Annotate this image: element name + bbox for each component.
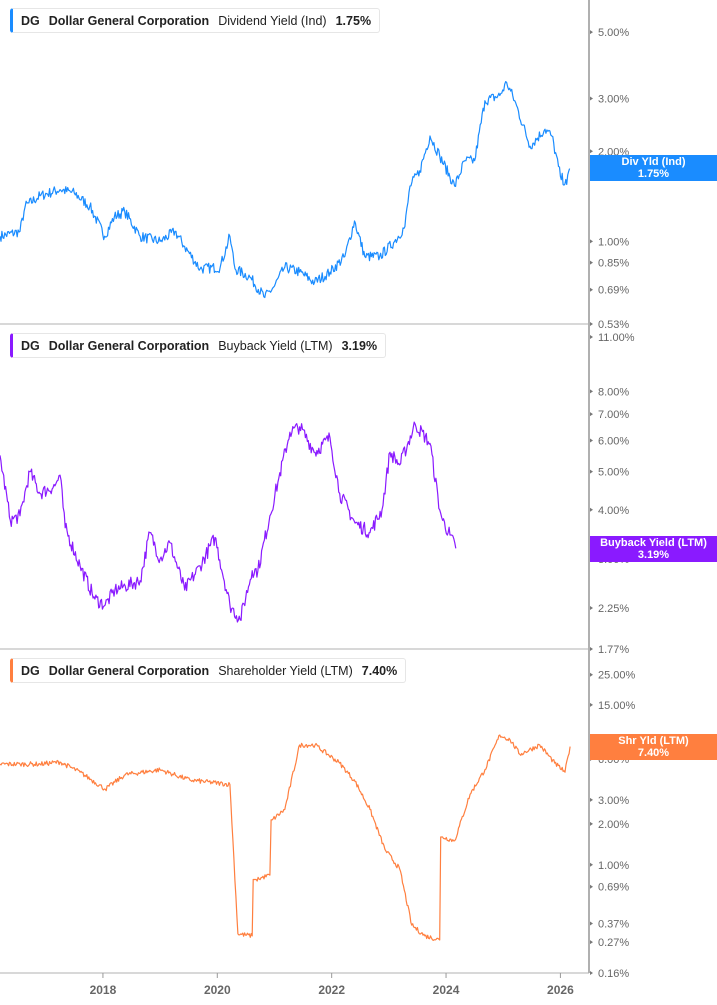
x-tick-label: 2026 (547, 983, 574, 997)
y-tick-label: 25.00% (598, 670, 636, 682)
y-tick-label: 4.00% (598, 505, 629, 517)
x-tick-label: 2018 (90, 983, 117, 997)
y-tick-label: 8.00% (598, 386, 629, 398)
y-tick-mark (590, 438, 593, 443)
y-tick-label: 7.00% (598, 409, 629, 421)
legend-value: 1.75% (335, 13, 372, 28)
y-tick-mark (590, 940, 593, 945)
value-label-name: Div Yld (Ind) (621, 156, 686, 168)
legend-metric: Shareholder Yield (LTM) (218, 663, 353, 678)
value-label-buyback-yield: Buyback Yield (LTM) 3.19% (590, 536, 717, 562)
legend-dividend-yield: DG Dollar General Corporation Dividend Y… (10, 8, 381, 33)
legend-buyback-yield: DG Dollar General Corporation Buyback Yi… (10, 333, 387, 358)
value-label-shareholder-yield: Shr Yld (LTM) 7.40% (590, 734, 717, 760)
legend-ticker: DG (21, 663, 40, 678)
y-tick-mark (590, 96, 593, 101)
y-tick-label: 1.77% (598, 644, 629, 656)
y-tick-mark (590, 412, 593, 417)
y-tick-label: 0.69% (598, 882, 629, 894)
y-tick-label: 2.00% (598, 819, 629, 831)
y-tick-label: 0.53% (598, 319, 629, 331)
y-tick-label: 2.25% (598, 603, 629, 615)
y-tick-label: 0.27% (598, 937, 629, 949)
y-tick-mark (590, 322, 593, 326)
y-tick-label: 15.00% (598, 700, 636, 712)
legend-metric: Buyback Yield (LTM) (218, 338, 333, 353)
y-tick-mark (590, 884, 593, 889)
y-tick-label: 0.85% (598, 258, 629, 270)
legend-value: 7.40% (361, 663, 398, 678)
x-tick-label: 2024 (433, 983, 460, 997)
y-tick-label: 0.16% (598, 968, 629, 980)
value-label-value: 1.75% (637, 168, 670, 180)
y-tick-label: 11.00% (598, 332, 635, 344)
y-tick-mark (590, 672, 593, 677)
y-tick-mark (590, 507, 593, 512)
y-tick-mark (590, 921, 593, 926)
value-label-name: Shr Yld (LTM) (618, 735, 689, 747)
x-tick-label: 2020 (204, 983, 231, 997)
y-tick-label: 3.00% (598, 795, 629, 807)
y-tick-label: 5.00% (598, 27, 629, 39)
series-line (0, 80, 571, 299)
y-tick-mark (590, 334, 593, 339)
legend-company: Dollar General Corporation (48, 663, 210, 678)
y-tick-mark (590, 797, 593, 802)
y-tick-label: 1.00% (598, 236, 629, 248)
y-tick-label: 5.00% (598, 467, 629, 479)
y-tick-mark (590, 469, 593, 474)
y-tick-mark (590, 287, 593, 292)
legend-ticker: DG (21, 13, 40, 28)
y-tick-mark (590, 971, 593, 975)
y-tick-label: 0.69% (598, 285, 629, 297)
legend-company: Dollar General Corporation (48, 13, 210, 28)
y-tick-mark (590, 149, 593, 154)
y-tick-mark (590, 239, 593, 244)
y-tick-mark (590, 821, 593, 826)
value-label-name: Buyback Yield (LTM) (600, 537, 707, 549)
y-tick-mark (590, 702, 593, 707)
y-tick-mark (590, 647, 593, 651)
y-tick-label: 1.00% (598, 860, 629, 872)
x-tick-label: 2022 (318, 983, 345, 997)
y-tick-label: 0.37% (598, 918, 629, 930)
series-line (0, 734, 571, 942)
y-tick-mark (590, 30, 593, 35)
y-tick-mark (590, 260, 593, 265)
legend-shareholder-yield: DG Dollar General Corporation Shareholde… (10, 658, 407, 683)
value-label-value: 7.40% (637, 747, 670, 759)
legend-value: 3.19% (341, 338, 378, 353)
legend-company: Dollar General Corporation (48, 338, 210, 353)
value-label-dividend-yield: Div Yld (Ind) 1.75% (590, 155, 717, 181)
y-tick-mark (590, 606, 593, 611)
y-tick-label: 6.00% (598, 436, 629, 448)
series-line (0, 421, 457, 623)
y-tick-mark (590, 389, 593, 394)
legend-metric: Dividend Yield (Ind) (218, 13, 327, 28)
y-tick-label: 3.00% (598, 94, 629, 106)
value-label-value: 3.19% (637, 549, 670, 561)
y-tick-mark (590, 862, 593, 867)
legend-ticker: DG (21, 338, 40, 353)
